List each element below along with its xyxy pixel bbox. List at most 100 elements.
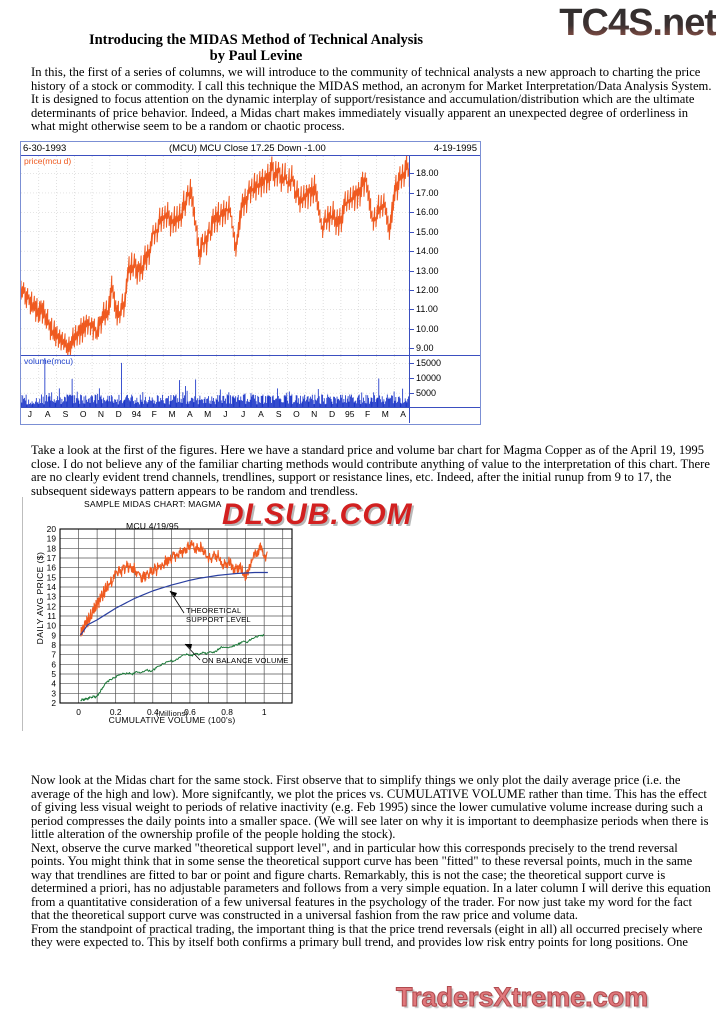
chart2-y-tick: 10 [47,621,57,631]
chart1-x-axis: J A S O N D 94 F M A M J J A S O N D 95 F M A [21,408,480,423]
price-plot-area [21,156,410,355]
chart2-left-rule [22,497,23,731]
chart2-y-tick: 13 [47,592,57,602]
annotation-theoretical-support-line2: SUPPORT LEVEL [186,615,251,624]
chart2-y-tick: 17 [47,553,57,563]
annotation-on-balance-volume: ON BALANCE VOLUME [202,656,289,665]
chart2-y-tick: 11 [47,611,56,621]
chart2-x-tick: 0.6 [184,707,196,717]
chart2-y-tick: 5 [51,669,56,679]
price-y-axis: 18.00 17.00 16.00 15.00 14.00 13.00 12.00 11.00… [409,156,480,355]
month-tick: A [44,409,51,419]
annotation-theoretical-support-line1: THEORETICAL [186,606,241,615]
month-tick: O [293,409,300,419]
page-title: Introducing the MIDAS Method of Technica… [36,32,476,65]
month-tick: F [151,409,157,419]
chart2-y-tick: 7 [51,650,56,660]
price-tick: 11.00 [410,304,438,315]
price-tick: 15.00 [410,226,439,237]
chart2-x-tick: 0.4 [147,707,159,717]
annotation-arrow-support [170,591,177,597]
chart2-y-tick: 19 [47,534,57,544]
paragraph-figure1: Take a look at the first of the figures.… [31,443,710,498]
daily-avg-price [79,540,268,637]
annotation-leader-support [169,590,185,614]
chart2-x-axis-unit: (Millions) [156,709,188,718]
price-tick: 9.00 [410,343,434,354]
price-tick: 13.00 [410,265,439,276]
volume-y-axis: 15000 10000 5000 [409,356,480,407]
chart1-end-date: 4-19-1995 [433,143,477,154]
on-balance-volume [80,633,265,702]
paragraph-intro: In this, the first of a series of column… [31,65,712,133]
price-tick: 18.00 [410,168,439,179]
chart2-y-tick: 2 [51,698,56,708]
chart2-y-tick: 3 [51,688,56,698]
month-tick: N [311,409,318,419]
paragraph-midas: Now look at the Midas chart for the same… [31,773,711,949]
price-pane-label: price(mcu d) [24,156,72,166]
month-tick: D [115,409,122,419]
chart2-title: SAMPLE MIDAS CHART: MAGMA [84,499,222,509]
chart2-y-tick: 6 [51,659,56,669]
chart2-y-tick: 20 [47,524,57,534]
chart1-header-bar: 6-30-1993 (MCU) MCU Close 17.25 Down -1.… [21,142,480,156]
month-tick-row: J A S O N D 94 F M A M J J A S O N D 95 F M A [21,408,410,423]
chart2-y-tick: 12 [47,601,57,611]
volume-series-svg [21,356,410,407]
watermark-dlsub: DLSUB.COM [221,497,413,531]
chart2-y-tick: 18 [47,543,57,553]
chart1-start-date: 6-30-1993 [23,143,67,154]
month-tick: O [79,409,87,419]
annotation-arrow-obv [185,644,192,649]
volume-tick: 15000 [409,358,442,369]
month-tick: F [364,409,371,419]
footer-logo: TradersXtreme.com [395,982,649,1013]
price-pane: price(mcu d) 18.00 17.00 16.00 15.00 14.00 13… [21,156,480,356]
volume-tick: 10000 [409,373,442,384]
month-tick: S [62,409,69,419]
volume-plot-area [21,356,410,407]
annotation-leader-obv [184,643,201,661]
site-logo: TC4S.net [559,2,717,44]
price-tick: 10.00 [410,323,439,334]
chart2-y-tick: 4 [51,679,56,689]
month-tick: A [186,409,193,419]
month-tick: M [204,409,212,419]
chart2-x-tick: 0.2 [110,707,122,717]
month-tick: S [275,409,282,419]
price-volume-chart: 6-30-1993 (MCU) MCU Close 17.25 Down -1.… [20,141,481,425]
chart2-y-tick: 15 [47,572,57,582]
midas-chart: SAMPLE MIDAS CHART: MAGMA MCU 4/19/95 DA… [22,497,305,752]
month-tick: J [223,409,228,419]
month-tick: J [241,409,246,419]
price-series-svg [21,156,410,355]
month-tick: 95 [345,409,355,419]
month-tick: D [328,409,336,419]
volume-tick: 5000 [409,388,437,399]
chart2-subtitle: MCU 4/19/95 [126,521,179,531]
price-tick: 12.00 [410,284,439,295]
chart1-symbol-info: (MCU) MCU Close 17.25 Down -1.00 [169,143,326,154]
article-byline: by Paul Levine [209,48,303,64]
month-tick: A [400,409,406,419]
month-tick: A [258,409,264,419]
month-tick: 94 [131,409,142,419]
chart2-y-tick: 14 [47,582,57,592]
volume-pane-label: volume(mcu) [24,356,74,366]
price-tick: 16.00 [410,207,439,218]
theoretical-support-level [79,571,268,636]
chart2-x-axis-label: CUMULATIVE VOLUME (100's) [108,715,236,725]
month-tick: J [27,409,32,419]
chart2-y-tick: 16 [47,563,57,573]
chart2-y-tick: 8 [51,640,56,650]
chart2-x-tick: 0.8 [221,707,233,717]
chart2-x-tick: 0 [76,707,81,717]
volume-pane: volume(mcu) 15000 10000 5000 [21,356,480,408]
month-tick: M [381,409,389,419]
article-headline: Introducing the MIDAS Method of Technica… [88,32,424,48]
chart2-y-tick: 9 [51,630,56,640]
x-axis-corner [409,408,480,423]
chart2-x-tick: 1 [262,707,267,717]
